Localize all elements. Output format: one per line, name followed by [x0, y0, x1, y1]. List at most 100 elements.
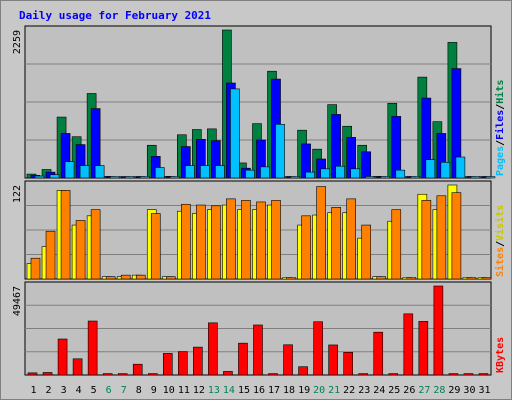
bar-sites [376, 276, 387, 280]
bar-pages [49, 174, 60, 179]
bar-sites [241, 200, 251, 280]
legend-kbytes: KBytes [495, 337, 506, 373]
bar-kbytes [358, 373, 368, 376]
bar-pages [305, 171, 315, 179]
bar-kbytes [27, 372, 38, 376]
bar-kbytes [42, 372, 53, 376]
day-label: 28 [433, 385, 445, 396]
bar-pages [350, 168, 360, 179]
bar-kbytes [433, 285, 444, 376]
bar-kbytes [223, 371, 233, 376]
bar-sites [286, 277, 296, 280]
bar-pages [154, 167, 165, 179]
bar-kbytes [148, 373, 158, 376]
day-label: 4 [76, 385, 82, 396]
bar-pages [365, 176, 375, 179]
bar-kbytes [478, 373, 489, 376]
bar-kbytes [162, 353, 173, 376]
day-label: 22 [343, 385, 355, 396]
bar-kbytes [117, 373, 128, 376]
bar-sites [211, 205, 221, 280]
bar-pages [455, 156, 466, 179]
bar-pages [64, 161, 75, 179]
legend-separator: / [495, 241, 506, 247]
bar-kbytes [373, 331, 384, 376]
bar-sites [226, 198, 236, 280]
day-label: 12 [193, 385, 205, 396]
bar-kbytes [403, 313, 414, 376]
day-label: 26 [403, 385, 415, 396]
bar-pages [200, 165, 210, 179]
bar-sites [331, 207, 341, 280]
bar-sites [181, 203, 191, 280]
bar-kbytes [343, 352, 353, 376]
day-label: 6 [106, 385, 112, 396]
legend-hits-files-pages: Pages/Files/Hits [494, 80, 506, 176]
day-label: 30 [463, 385, 475, 396]
bar-kbytes [72, 358, 83, 376]
bar-kbytes [57, 338, 68, 376]
bar-pages [79, 165, 90, 179]
bar-kbytes [283, 344, 293, 376]
bar-pages [170, 176, 180, 179]
day-label: 24 [373, 385, 385, 396]
bar-pages [290, 176, 300, 179]
day-label: 9 [151, 385, 157, 396]
bar-kbytes [268, 373, 278, 376]
bar-sites [301, 215, 311, 280]
bar-pages [215, 165, 225, 179]
bar-sites [271, 200, 281, 280]
bar-pages [260, 166, 270, 179]
day-label: 23 [358, 385, 370, 396]
bar-kbytes [178, 351, 188, 376]
bar-pages [275, 123, 285, 179]
ymax-label-hits-files-pages: 2259 [12, 30, 23, 54]
day-label: 19 [298, 385, 310, 396]
bar-pages [185, 165, 195, 179]
day-label: 16 [253, 385, 265, 396]
bar-sites [346, 198, 356, 280]
bar-kbytes [102, 373, 113, 376]
bar-sites [105, 276, 116, 280]
bar-pages [109, 176, 120, 179]
legend-separator: / [495, 104, 506, 110]
bar-sites [120, 274, 131, 280]
bar-pages [395, 169, 406, 179]
legend-label-pages: Pages [495, 146, 506, 176]
legend-label-visits: Visits [494, 205, 506, 241]
legend-label-sites: Sites [494, 247, 506, 277]
bar-pages [320, 168, 330, 179]
day-label: 25 [388, 385, 400, 396]
bar-kbytes [328, 344, 338, 376]
bar-pages [410, 176, 421, 179]
day-label: 27 [418, 385, 430, 396]
bar-files [391, 116, 402, 179]
bar-kbytes [87, 320, 98, 376]
bar-kbytes [298, 366, 308, 376]
bar-pages [485, 176, 496, 179]
day-label: 17 [268, 385, 280, 396]
day-label: 3 [61, 385, 67, 396]
bar-kbytes [193, 346, 203, 376]
bar-pages [470, 176, 481, 179]
bar-sites [481, 277, 492, 280]
bar-sites [421, 200, 432, 280]
day-label: 7 [121, 385, 127, 396]
bar-sites [256, 201, 266, 280]
bar-sites [165, 276, 176, 280]
bar-sites [60, 190, 71, 280]
bar-sites [361, 224, 372, 280]
day-label: 1 [31, 385, 37, 396]
bar-kbytes [208, 322, 218, 376]
legend-visits-sites: Sites/Visits [494, 205, 506, 277]
day-label: 31 [478, 385, 490, 396]
legend-label-files: Files [494, 110, 506, 140]
bar-sites [316, 186, 326, 280]
bar-kbytes [253, 324, 263, 376]
day-label: 13 [208, 385, 220, 396]
bar-pages [124, 176, 135, 179]
bar-pages [94, 165, 105, 179]
day-label: 18 [283, 385, 295, 396]
